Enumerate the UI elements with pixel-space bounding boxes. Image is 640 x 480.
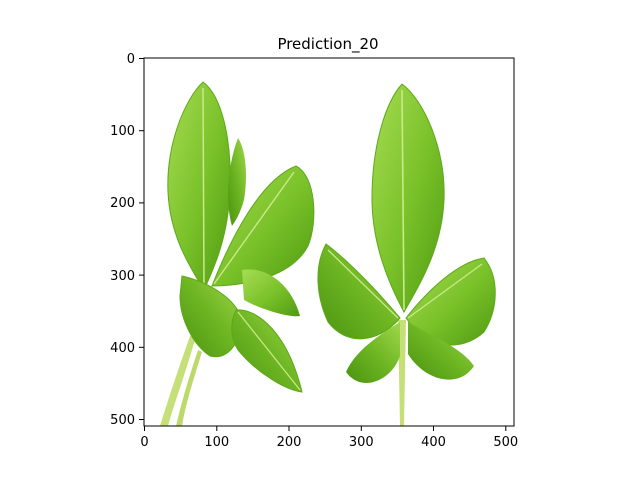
y-tick-label: 0 <box>127 52 135 67</box>
y-tick-label: 100 <box>110 124 135 139</box>
figure-title: Prediction_20 <box>277 35 378 54</box>
x-tick-label: 500 <box>493 435 518 450</box>
x-tick-label: 100 <box>204 435 229 450</box>
leaf-image <box>144 58 514 426</box>
axes-frame <box>143 57 515 427</box>
x-tick-label: 0 <box>140 435 148 450</box>
x-tick-label: 200 <box>277 435 302 450</box>
x-tick-label: 400 <box>421 435 446 450</box>
x-tick-label: 300 <box>349 435 374 450</box>
y-tick-label: 300 <box>110 269 135 284</box>
x-axis: 0 100 200 300 400 500 <box>140 426 518 450</box>
y-tick-label: 500 <box>110 413 135 428</box>
y-tick-label: 200 <box>110 196 135 211</box>
y-tick-label: 400 <box>110 341 135 356</box>
y-axis: 0 100 200 300 400 500 <box>110 52 144 428</box>
